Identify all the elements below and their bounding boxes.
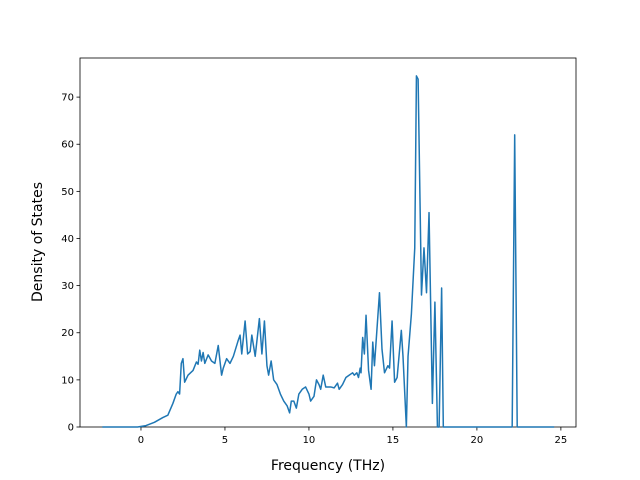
x-tick-label: 10 bbox=[303, 435, 316, 446]
x-tick-label: 0 bbox=[138, 435, 144, 446]
y-axis-label: Density of States bbox=[30, 182, 46, 302]
x-axis-label: Frequency (THz) bbox=[271, 458, 385, 474]
x-tick-label: 20 bbox=[471, 435, 484, 446]
y-tick-label: 70 bbox=[61, 93, 74, 104]
x-tick-label: 5 bbox=[222, 435, 228, 446]
x-tick-label: 25 bbox=[555, 435, 568, 446]
line bbox=[102, 75, 555, 428]
plot-frame bbox=[79, 57, 577, 428]
x-tick-label: 15 bbox=[387, 435, 400, 446]
y-tick-label: 60 bbox=[61, 140, 74, 151]
y-tick-label: 40 bbox=[61, 234, 74, 245]
y-tick-label: 0 bbox=[68, 423, 74, 434]
y-tick-label: 20 bbox=[61, 328, 74, 339]
y-tick-label: 50 bbox=[61, 187, 74, 198]
y-tick-label: 10 bbox=[61, 375, 74, 386]
y-tick-label: 30 bbox=[61, 281, 74, 292]
